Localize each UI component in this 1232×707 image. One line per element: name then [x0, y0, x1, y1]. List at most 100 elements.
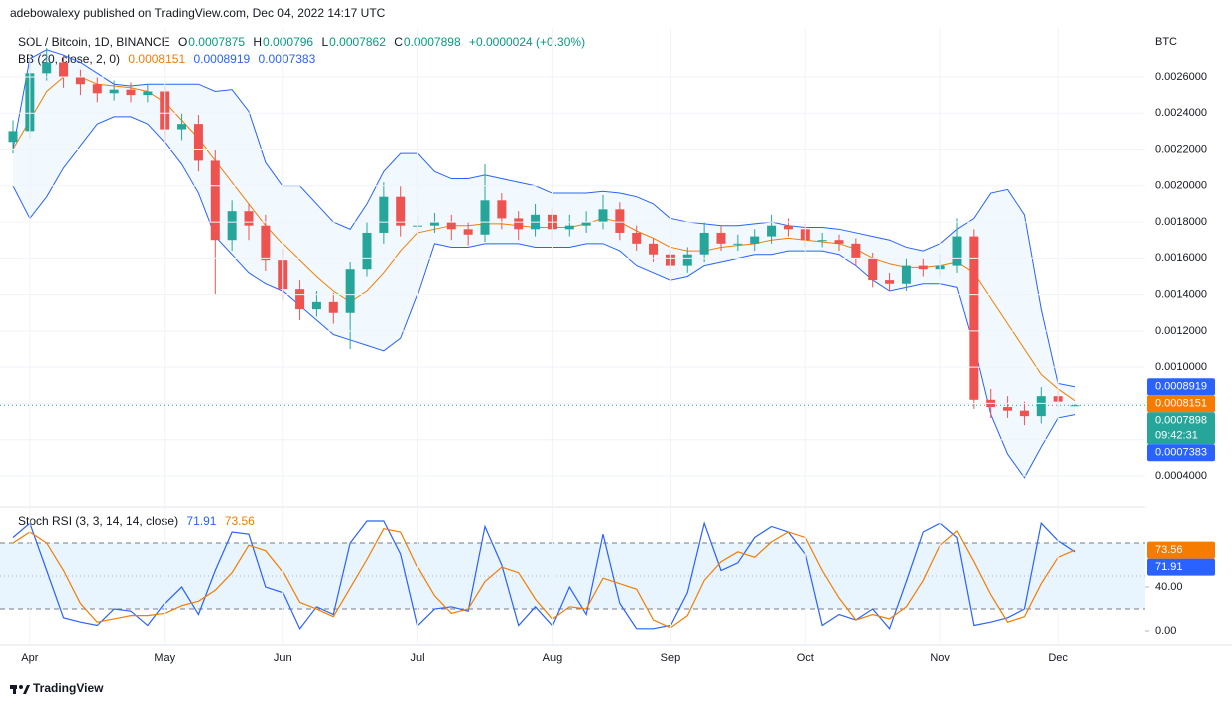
- candle-body: [514, 218, 524, 230]
- candle-body: [1036, 396, 1046, 417]
- price-label: 71.91: [1155, 561, 1183, 573]
- candle-body: [767, 225, 777, 237]
- candle-body: [1003, 407, 1013, 411]
- x-tick-label: Jun: [274, 652, 292, 664]
- candle-body: [244, 211, 254, 226]
- candle-body: [92, 84, 102, 94]
- candle-body: [143, 91, 153, 96]
- axes: Apr May Jun Jul Aug Sep Oct Nov Dec 0.0004000 0.00…: [0, 28, 1215, 664]
- ohlc-label: L: [321, 35, 329, 49]
- stoch-pane: [0, 520, 1145, 631]
- y-tick-label: 0.0004000: [1155, 470, 1207, 482]
- countdown-label: 09:42:31: [1155, 430, 1198, 442]
- candle-body: [345, 269, 355, 313]
- ohlc-label: H: [253, 35, 263, 49]
- y-tick-label: 0.0014000: [1155, 289, 1207, 301]
- candle-body: [1070, 405, 1080, 407]
- stoch-value: 73.56: [224, 514, 255, 528]
- candle-body: [918, 265, 928, 270]
- candle-body: [581, 222, 591, 226]
- price-label: 0.0008151: [1155, 398, 1207, 410]
- x-tick-label: Jul: [411, 652, 425, 664]
- price-label-box: [1147, 412, 1215, 445]
- y-tick-label: 0.00: [1155, 625, 1176, 637]
- candle-body: [126, 89, 136, 96]
- stoch-line: [12, 528, 1076, 629]
- y-tick-label: 0.0010000: [1155, 361, 1207, 373]
- ohlc-value: 0.0007862: [329, 35, 386, 49]
- candle-body: [446, 222, 456, 230]
- x-tick-label: Nov: [930, 652, 950, 664]
- candle-body: [261, 225, 271, 261]
- candle-body: [750, 236, 760, 244]
- price-legend: SOL / Bitcoin, 1D, BINANCE O0.0007875 H0…: [18, 34, 586, 50]
- candle-body: [362, 232, 372, 270]
- candle-body: [1019, 410, 1029, 417]
- price-pane: [8, 47, 1080, 479]
- y-tick-label: 40.00: [1155, 581, 1183, 593]
- price-label-box: [1147, 558, 1215, 576]
- y-tick-label: 0.0018000: [1155, 216, 1207, 228]
- candle-body: [952, 236, 962, 266]
- candle-body: [109, 89, 119, 94]
- currency-label: BTC: [1155, 36, 1177, 48]
- candle-body: [969, 236, 979, 400]
- logo: [10, 685, 30, 694]
- bb-fill: [13, 49, 1075, 478]
- x-tick-label: Aug: [543, 652, 563, 664]
- ohlc-value: 0.0007898: [403, 35, 461, 49]
- candle-body: [817, 240, 827, 242]
- price-label-box: [1147, 444, 1215, 462]
- stoch-legend: Stoch RSI (3, 3, 14, 14, close) 71.91 73…: [18, 513, 256, 529]
- price-label: 73.56: [1155, 544, 1183, 556]
- candle-body: [649, 243, 659, 255]
- candle-body: [834, 240, 844, 244]
- price-label-box: [1147, 378, 1215, 396]
- published-note: adebowalexy published on TradingView.com…: [10, 6, 386, 20]
- price-label-box: [1147, 395, 1215, 413]
- x-tick-label: Apr: [21, 652, 38, 664]
- y-tick-label: 0.0012000: [1155, 325, 1207, 337]
- x-tick-label: May: [154, 652, 175, 664]
- candle-body: [295, 289, 305, 310]
- price-label: 0.0008919: [1155, 381, 1207, 393]
- bb-band: [12, 49, 1076, 388]
- stoch-line: [12, 520, 1076, 631]
- bb-band: [12, 116, 1076, 479]
- price-label: 0.0007898: [1155, 415, 1207, 427]
- candle-body: [379, 196, 389, 233]
- ohlc-label: C: [394, 35, 403, 49]
- change: +0.0000024 (+0.30%): [468, 35, 586, 49]
- y-tick-label: 0.0022000: [1155, 143, 1207, 155]
- x-tick-label: Oct: [797, 652, 814, 664]
- candle-body: [311, 301, 321, 310]
- candle-body: [632, 232, 642, 244]
- candle-body: [497, 200, 507, 219]
- candle-body: [59, 62, 69, 77]
- bb-basis: [12, 76, 1076, 402]
- indicator-title: Stoch RSI (3, 3, 14, 14, close): [18, 514, 179, 528]
- y-tick-label: 0.0026000: [1155, 71, 1207, 83]
- bb-value: 0.0008919: [193, 52, 251, 66]
- candle-body: [868, 258, 878, 281]
- ohlc-value: 0.0007875: [188, 35, 246, 49]
- y-tick-label: 0.0016000: [1155, 252, 1207, 264]
- candle-body: [210, 160, 220, 241]
- brand: TradingView: [33, 681, 104, 695]
- stoch-value: 71.91: [186, 514, 217, 528]
- x-tick-label: Sep: [661, 652, 681, 664]
- candle-body: [615, 209, 625, 233]
- candle-body: [564, 225, 574, 230]
- candle-body: [598, 209, 608, 223]
- candle-body: [8, 131, 18, 143]
- bb-value: 0.0008151: [128, 52, 186, 66]
- candle-body: [328, 301, 338, 313]
- candle-body: [783, 225, 793, 230]
- y-tick-label: 0.0024000: [1155, 107, 1207, 119]
- candle-body: [851, 243, 861, 259]
- bb-legend: BB (20, close, 2, 0) 0.0008151 0.0008919…: [18, 51, 316, 67]
- x-tick-label: Dec: [1048, 652, 1068, 664]
- bb-value: 0.0007383: [258, 52, 316, 66]
